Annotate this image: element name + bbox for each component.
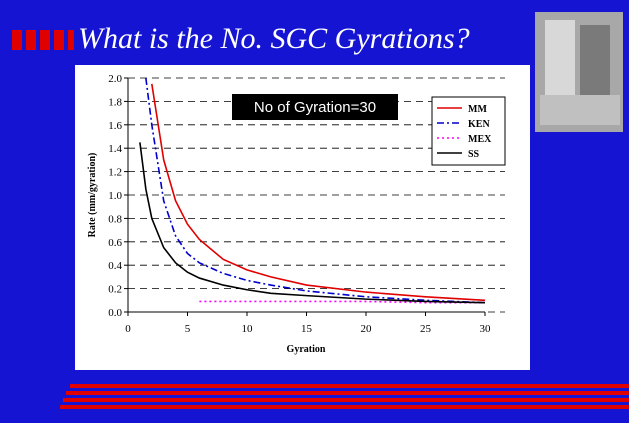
y-tick-label: 1.4 bbox=[108, 143, 122, 155]
legend-label: SS bbox=[468, 149, 480, 160]
y-tick-label: 0.0 bbox=[108, 307, 122, 319]
photo bbox=[535, 12, 623, 132]
x-tick-label: 30 bbox=[480, 323, 492, 335]
series-line bbox=[199, 300, 485, 304]
annotation-box bbox=[232, 94, 398, 120]
bottom-stripes bbox=[60, 384, 629, 409]
series-line bbox=[151, 83, 486, 302]
x-axis-label: Gyration bbox=[287, 344, 326, 355]
y-tick-label: 1.0 bbox=[108, 190, 122, 202]
x-tick-label: 10 bbox=[242, 323, 254, 335]
y-axis-label: Rate (mm/gyration) bbox=[87, 153, 98, 238]
x-tick-label: 5 bbox=[185, 323, 191, 335]
x-tick-label: 20 bbox=[361, 323, 373, 335]
x-tick-label: 0 bbox=[125, 323, 131, 335]
y-tick-label: 1.2 bbox=[108, 167, 122, 179]
y-tick-label: 2.0 bbox=[108, 73, 122, 85]
title-bars bbox=[12, 30, 74, 50]
series-line bbox=[145, 77, 486, 304]
x-tick-label: 25 bbox=[420, 323, 432, 335]
annotation: No of Gyration=30 bbox=[254, 99, 376, 116]
y-tick-label: 0.8 bbox=[108, 213, 122, 225]
y-tick-label: 1.6 bbox=[108, 120, 122, 132]
y-tick-label: 1.8 bbox=[108, 96, 122, 108]
x-tick-label: 15 bbox=[301, 323, 313, 335]
y-tick-label: 0.2 bbox=[108, 284, 122, 296]
y-tick-label: 0.4 bbox=[108, 260, 122, 272]
legend-label: KEN bbox=[468, 119, 490, 130]
slide-title: What is the No. SGC Gyrations? bbox=[78, 22, 470, 55]
series-line bbox=[139, 142, 486, 304]
legend-label: MEX bbox=[468, 134, 492, 145]
legend-label: MM bbox=[468, 104, 487, 115]
y-tick-label: 0.6 bbox=[108, 237, 122, 249]
